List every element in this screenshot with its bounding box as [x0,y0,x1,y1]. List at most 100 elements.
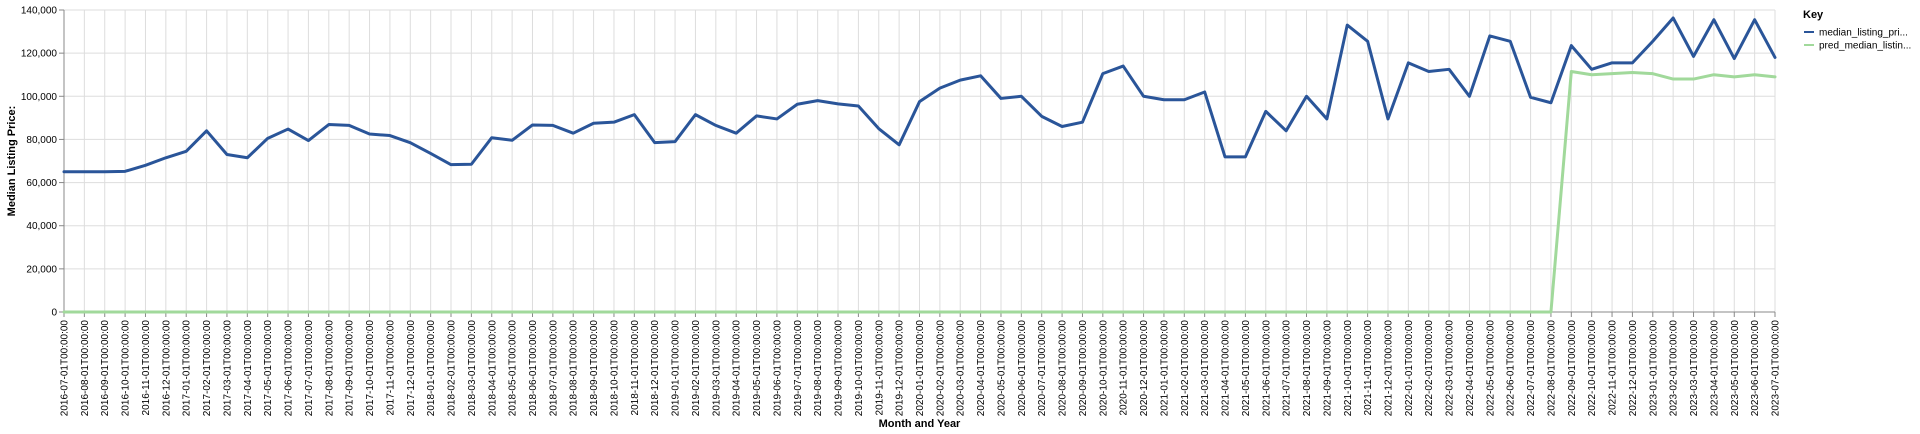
x-tick-label: 2020-05-01T00:00:00 [996,320,1007,417]
x-tick-label: 2020-02-01T00:00:00 [935,320,946,417]
x-tick-label: 2020-10-01T00:00:00 [1098,320,1109,417]
series-lines [62,16,1777,314]
x-tick-label: 2018-11-01T00:00:00 [630,320,641,416]
x-tick-label: 2017-07-01T00:00:00 [304,320,315,417]
x-tick-label: 2021-03-01T00:00:00 [1200,320,1211,417]
legend-label: median_listing_pri... [1819,28,1908,39]
legend-label: pred_median_listin... [1819,41,1911,52]
x-tick-label: 2019-02-01T00:00:00 [691,320,702,417]
x-tick-label: 2018-10-01T00:00:00 [609,320,620,417]
x-axis-title: Month and Year [879,418,961,430]
x-tick-label: 2021-05-01T00:00:00 [1241,320,1252,417]
x-tick-label: 2018-02-01T00:00:00 [447,320,458,417]
x-tick-label: 2022-07-01T00:00:00 [1526,320,1537,417]
x-tick-label: 2019-03-01T00:00:00 [711,320,722,417]
x-tick-label: 2022-10-01T00:00:00 [1587,320,1598,417]
x-tick-label: 2019-01-01T00:00:00 [671,320,682,417]
x-tick-label: 2017-08-01T00:00:00 [324,320,335,417]
x-tick-label: 2022-09-01T00:00:00 [1567,320,1578,417]
x-tick-label: 2020-08-01T00:00:00 [1058,320,1069,417]
x-tick-label: 2022-11-01T00:00:00 [1608,320,1619,416]
y-tick-label: 120,000 [21,49,58,60]
y-tick-label: 80,000 [26,135,57,146]
x-tick-label: 2020-07-01T00:00:00 [1037,320,1048,417]
x-tick-label: 2021-10-01T00:00:00 [1343,320,1354,417]
y-axis-title: Median Listing Price: [6,106,18,217]
x-tick-label: 2016-12-01T00:00:00 [161,320,172,417]
series-line-2[interactable] [62,69,1777,314]
x-tick-label: 2016-07-01T00:00:00 [60,320,71,417]
x-tick-label: 2016-11-01T00:00:00 [141,320,152,416]
x-tick-label: 2022-01-01T00:00:00 [1404,320,1415,417]
x-tick-label: 2018-04-01T00:00:00 [487,320,498,417]
x-tick-label: 2018-07-01T00:00:00 [548,320,559,417]
x-tick-label: 2019-06-01T00:00:00 [772,320,783,417]
x-tick-label: 2019-08-01T00:00:00 [813,320,824,417]
x-tick-label: 2022-03-01T00:00:00 [1445,320,1456,417]
x-tick-label: 2018-06-01T00:00:00 [528,320,539,417]
x-tick-label: 2020-03-01T00:00:00 [956,320,967,417]
y-axis: 0 20,000 40,000 60,000 80,000 100,000 120,000 1… [21,6,65,319]
legend[interactable]: Key median_listing_pri... pred_median_lis… [1803,9,1911,52]
x-tick-label: 2019-11-01T00:00:00 [874,320,885,416]
x-tick-label: 2018-05-01T00:00:00 [508,320,519,417]
x-tick-label: 2017-01-01T00:00:00 [182,320,193,417]
x-tick-label: 2021-02-01T00:00:00 [1180,320,1191,417]
x-tick-label: 2023-05-01T00:00:00 [1730,320,1741,417]
x-tick-label: 2023-03-01T00:00:00 [1689,320,1700,417]
y-tick-label: 60,000 [26,178,57,189]
x-tick-label: 2021-09-01T00:00:00 [1322,320,1333,417]
x-tick-label: 2023-04-01T00:00:00 [1709,320,1720,417]
x-tick-label: 2017-11-01T00:00:00 [385,320,396,416]
x-tick-label: 2019-05-01T00:00:00 [752,320,763,417]
x-tick-label: 2021-01-01T00:00:00 [1159,320,1170,417]
x-tick-label: 2023-01-01T00:00:00 [1648,320,1659,417]
x-tick-label: 2022-05-01T00:00:00 [1485,320,1496,417]
x-tick-label: 2016-09-01T00:00:00 [100,320,111,417]
x-tick-label: 2017-06-01T00:00:00 [284,320,295,417]
x-tick-label: 2022-02-01T00:00:00 [1424,320,1435,417]
gridlines [63,9,1776,313]
x-tick-label: 2016-10-01T00:00:00 [121,320,132,417]
x-tick-label: 2019-09-01T00:00:00 [834,320,845,417]
x-tick-label: 2020-09-01T00:00:00 [1078,320,1089,417]
x-tick-label: 2017-02-01T00:00:00 [202,320,213,417]
x-tick-label: 2020-06-01T00:00:00 [1017,320,1028,417]
x-tick-label: 2022-08-01T00:00:00 [1546,320,1557,417]
x-tick-label: 2023-07-01T00:00:00 [1771,320,1782,417]
x-tick-label: 2023-02-01T00:00:00 [1669,320,1680,417]
x-tick-label: 2017-10-01T00:00:00 [365,320,376,417]
y-tick-label: 100,000 [21,92,58,103]
x-tick-label: 2019-07-01T00:00:00 [793,320,804,417]
x-tick-label: 2017-09-01T00:00:00 [345,320,356,417]
x-tick-label: 2019-12-01T00:00:00 [895,320,906,417]
x-tick-label: 2021-04-01T00:00:00 [1221,320,1232,417]
x-tick-label: 2021-07-01T00:00:00 [1282,320,1293,417]
x-axis: 2016-07-01T00:00:00 2016-08-01T00:00:00 20… [60,311,1782,417]
x-tick-label: 2021-12-01T00:00:00 [1383,320,1394,417]
y-tick-label: 140,000 [21,6,58,17]
x-tick-label: 2020-01-01T00:00:00 [915,320,926,417]
x-tick-label: 2021-08-01T00:00:00 [1302,320,1313,417]
x-tick-label: 2019-04-01T00:00:00 [732,320,743,417]
x-tick-label: 2020-12-01T00:00:00 [1139,320,1150,417]
y-tick-label: 40,000 [26,221,57,232]
x-tick-label: 2018-01-01T00:00:00 [426,320,437,417]
x-tick-label: 2021-06-01T00:00:00 [1261,320,1272,417]
x-tick-label: 2021-11-01T00:00:00 [1363,320,1374,416]
x-tick-label: 2018-12-01T00:00:00 [650,320,661,417]
x-tick-label: 2017-03-01T00:00:00 [222,320,233,417]
y-tick-label: 0 [51,308,57,319]
x-tick-label: 2020-04-01T00:00:00 [976,320,987,417]
x-tick-label: 2022-12-01T00:00:00 [1628,320,1639,417]
x-tick-label: 2018-03-01T00:00:00 [467,320,478,417]
x-tick-label: 2018-08-01T00:00:00 [569,320,580,417]
x-tick-label: 2016-08-01T00:00:00 [80,320,91,417]
x-tick-label: 2019-10-01T00:00:00 [854,320,865,417]
legend-title: Key [1803,9,1824,21]
series-line-1[interactable] [62,16,1777,174]
y-tick-label: 20,000 [26,264,57,275]
x-tick-label: 2017-05-01T00:00:00 [263,320,274,417]
